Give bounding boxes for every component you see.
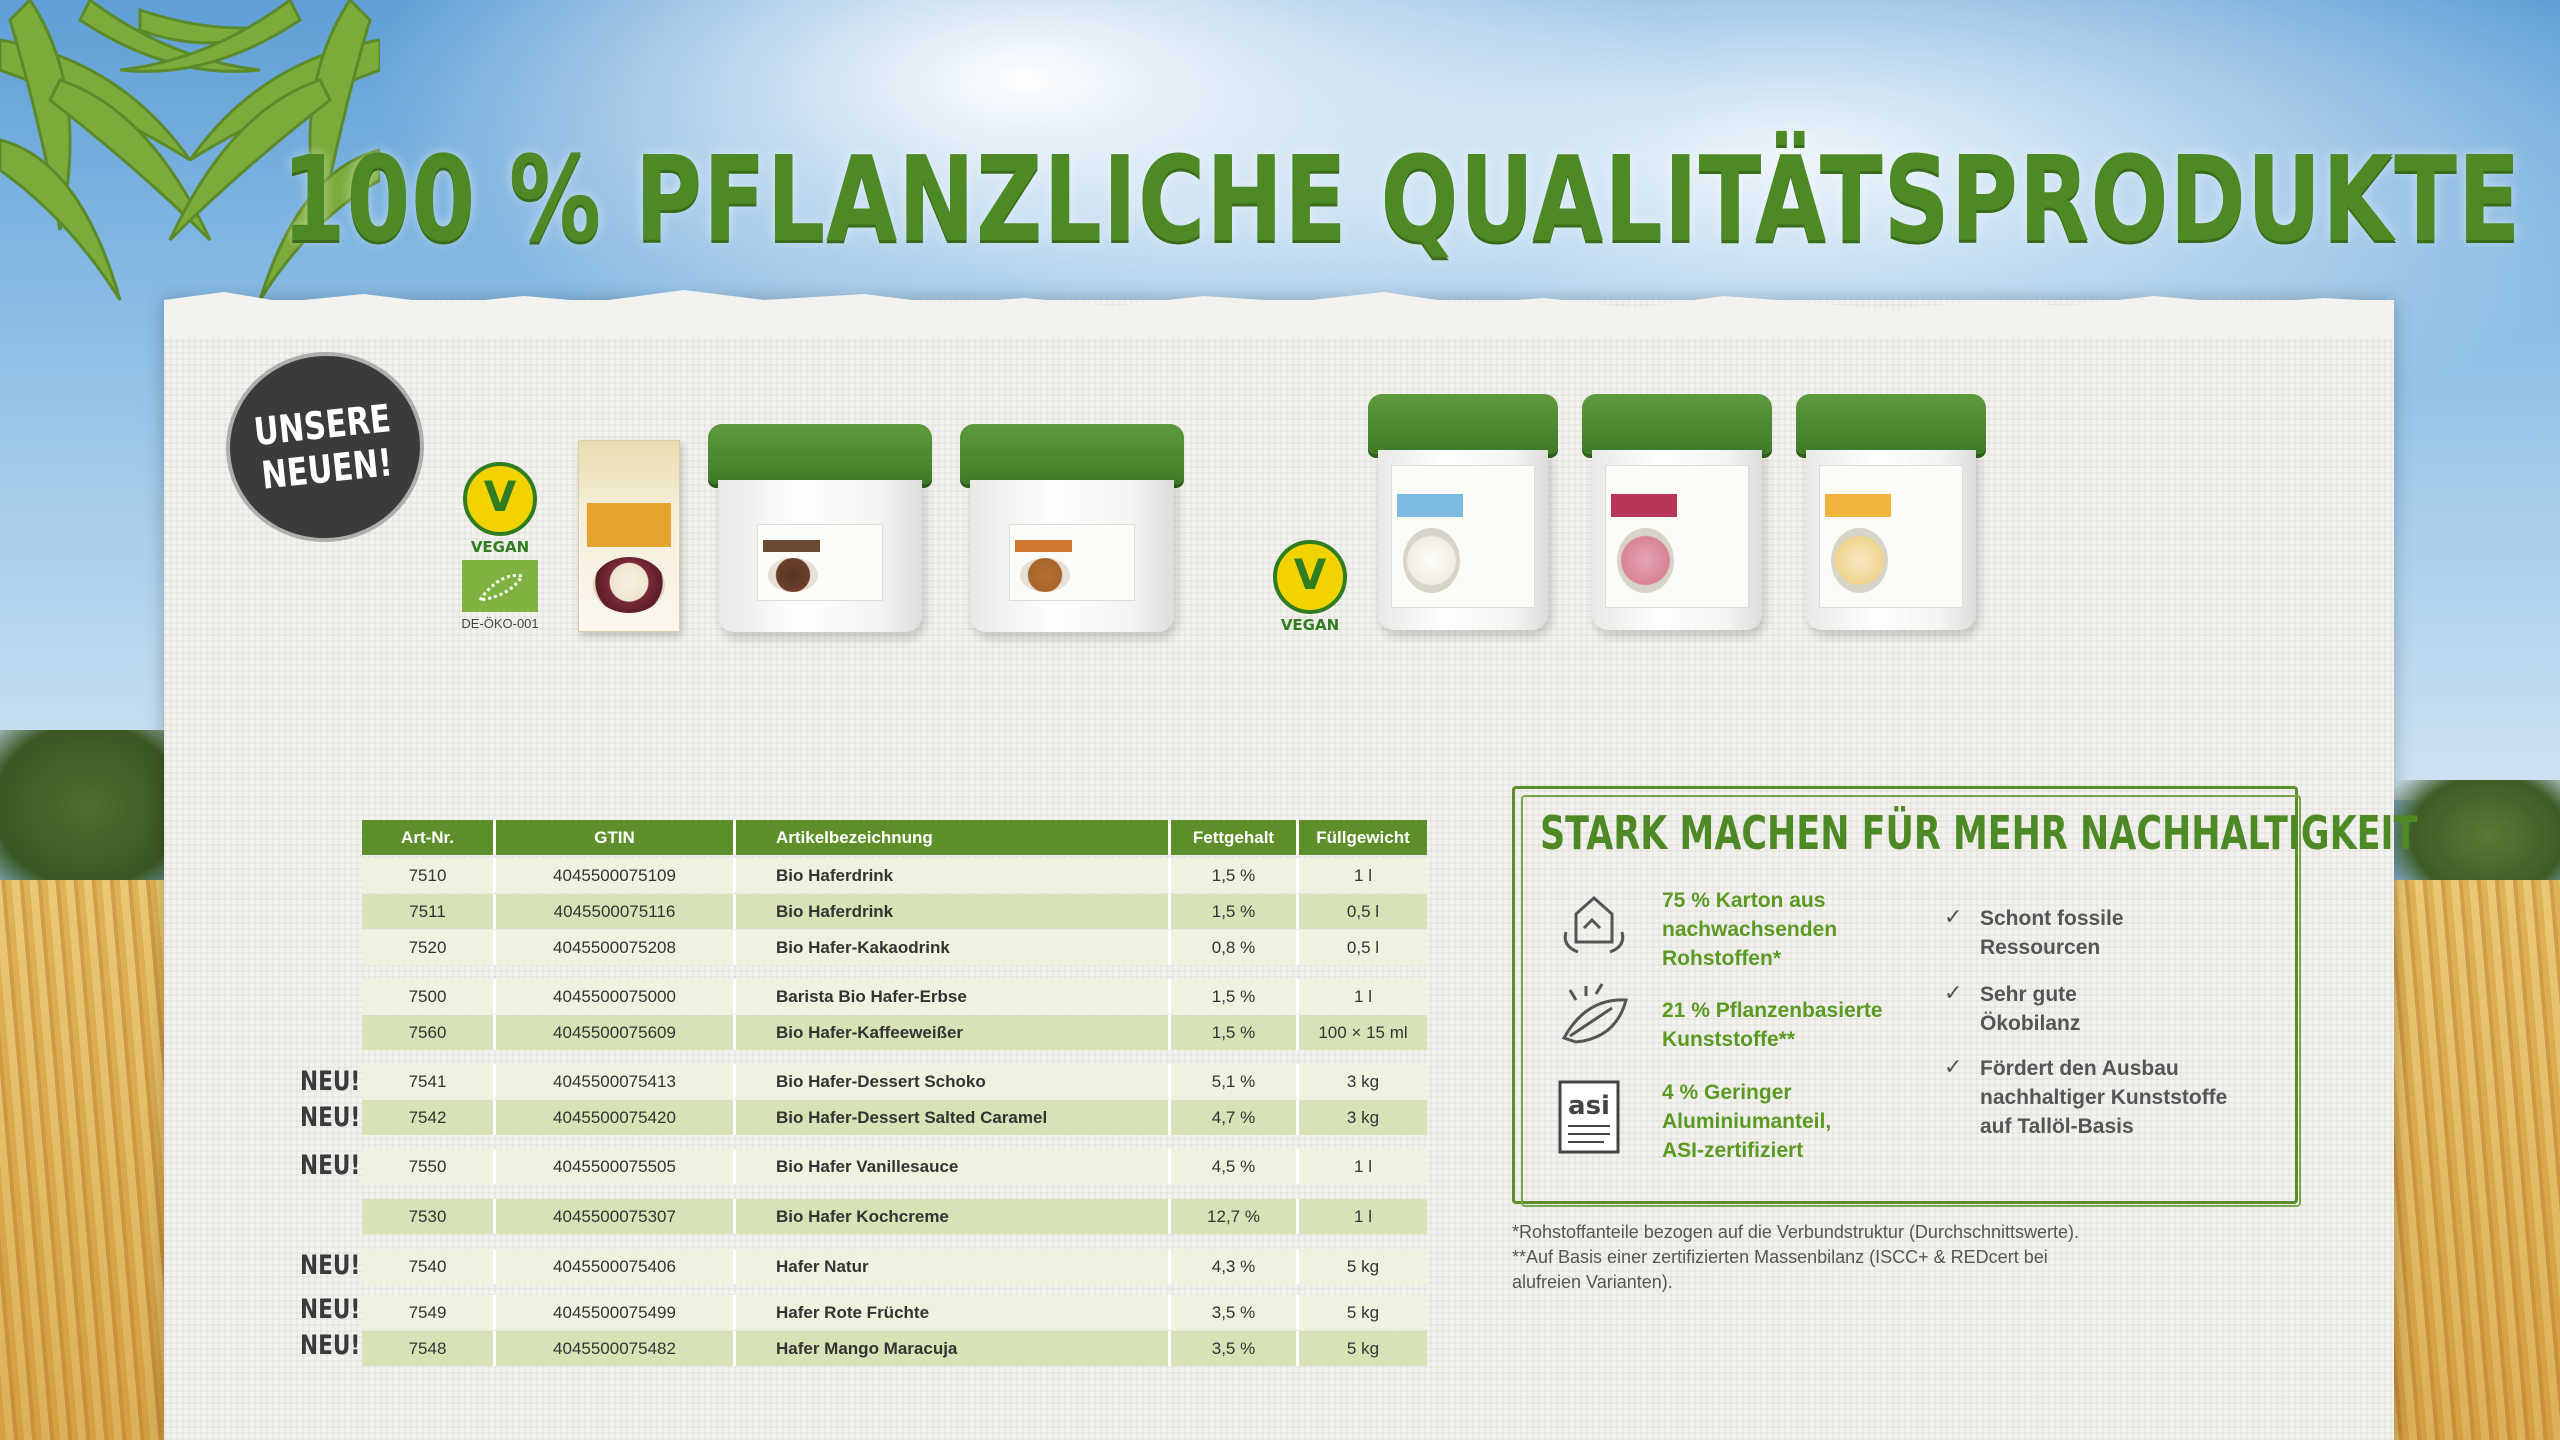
header-fuellgewicht: Füllgewicht xyxy=(1299,820,1427,855)
product-tub-mango-maracuja xyxy=(1796,394,1986,630)
new-marker: NEU! xyxy=(300,1150,361,1181)
vegan-seal: VEGAN xyxy=(1270,540,1350,634)
table-row: 7540 4045500075406 Hafer Natur 4,3 % 5 kg xyxy=(362,1249,1427,1284)
footnote-1: *Rohstoffanteile bezogen auf die Verbund… xyxy=(1512,1222,2079,1242)
footnote-2: **Auf Basis einer zertifizierten Massenb… xyxy=(1512,1247,2048,1267)
new-marker: NEU! xyxy=(300,1330,361,1361)
header-fettgehalt: Fettgehalt xyxy=(1171,820,1299,855)
sustainability-box xyxy=(1512,786,2301,1207)
product-tub-rote-fruechte xyxy=(1582,394,1772,630)
checkmark-icon: ✓ xyxy=(1944,1054,1963,1079)
carton-label-band xyxy=(587,503,671,547)
table-header-row: Art-Nr. GTIN Artikelbezeichnung Fettgeha… xyxy=(362,820,1427,855)
vegan-seal: VEGAN xyxy=(460,462,540,556)
eu-organic-leaf-icon xyxy=(462,560,538,612)
checkmark-icon: ✓ xyxy=(1944,904,1963,929)
table-row: 7530 4045500075307 Bio Hafer Kochcreme 12,7… xyxy=(362,1199,1427,1234)
table-row: 7548 4045500075482 Hafer Mango Maracuja 3,5… xyxy=(362,1331,1427,1366)
new-marker: NEU! xyxy=(300,1066,361,1097)
table-row: 7541 4045500075413 Bio Hafer-Dessert Schok… xyxy=(362,1064,1427,1099)
vegan-v-icon xyxy=(1273,540,1347,614)
table-row: 7520 4045500075208 Bio Hafer-Kakaodrink 0,8… xyxy=(362,930,1427,965)
header-artikelbezeichnung: Artikelbezeichnung xyxy=(736,820,1171,855)
benefit-item: Sehr gute Ökobilanz xyxy=(1980,983,2081,1035)
sustainability-item-aluminium: 4 % Geringer Aluminiumanteil, ASI-zertif… xyxy=(1662,1081,1832,1162)
table-row: 7511 4045500075116 Bio Haferdrink 1,5 % 0,5 … xyxy=(362,894,1427,929)
table-row: 7542 4045500075420 Bio Hafer-Dessert Salte… xyxy=(362,1100,1427,1135)
product-tub-salted-caramel xyxy=(960,424,1184,632)
benefit-item: Fördert den Ausbau nachhaltiger Kunststo… xyxy=(1980,1057,2228,1138)
table-row: 7500 4045500075000 Barista Bio Hafer-Erbse… xyxy=(362,979,1427,1014)
vegan-seal-label: VEGAN xyxy=(470,538,530,556)
oat-leaves-top-left xyxy=(0,0,301,301)
asi-logo-text: asi xyxy=(1568,1091,1610,1121)
new-marker: NEU! xyxy=(300,1250,361,1281)
product-tub-schoko xyxy=(708,424,932,632)
vegan-seal-label: VEGAN xyxy=(1280,616,1340,634)
eu-organic-code: DE-ÖKO-001 xyxy=(461,616,539,631)
vegan-v-icon xyxy=(463,462,537,536)
header-gtin: GTIN xyxy=(496,820,736,855)
oat-leaves-top-right xyxy=(119,0,380,301)
sustainability-title: STARK MACHEN FÜR MEHR NACHHALTIGKEIT xyxy=(1540,806,2418,860)
product-tub-hafer-natur xyxy=(1368,394,1558,630)
table-row: 7550 4045500075505 Bio Hafer Vanillesauce 4… xyxy=(362,1149,1427,1184)
recycle-carton-icon xyxy=(1563,895,1625,954)
torn-paper-edge xyxy=(164,290,2394,338)
new-marker: NEU! xyxy=(300,1102,361,1133)
oat-dessert-carton-image xyxy=(578,440,680,632)
checkmark-icon: ✓ xyxy=(1944,980,1963,1005)
sustainability-item-kunststoffe: 21 % Pflanzenbasierte Kunststoffe** xyxy=(1662,999,1883,1051)
table-row: 7549 4045500075499 Hafer Rote Früchte 3,5 %… xyxy=(362,1295,1427,1330)
table-row: 7510 4045500075109 Bio Haferdrink 1,5 % 1 l xyxy=(362,858,1427,893)
carton-bowl-picture xyxy=(593,557,665,613)
page-title: 100 % PFLANZLICHE QUALITÄTSPRODUKTE xyxy=(281,130,2522,268)
footnote-3: alufreien Varianten). xyxy=(1512,1272,1673,1292)
header-art-nr: Art-Nr. xyxy=(362,820,496,855)
new-marker: NEU! xyxy=(300,1294,361,1325)
table-row: 7560 4045500075609 Bio Hafer-Kaffeeweißer 1… xyxy=(362,1015,1427,1050)
plant-leaf-icon xyxy=(1561,983,1628,1044)
sustainability-item-karton: 75 % Karton aus nachwachsenden Rohstoffe… xyxy=(1662,889,1838,970)
benefit-item: Schont fossile Ressourcen xyxy=(1980,907,2124,959)
asi-certified-icon: asi xyxy=(1558,1080,1620,1154)
